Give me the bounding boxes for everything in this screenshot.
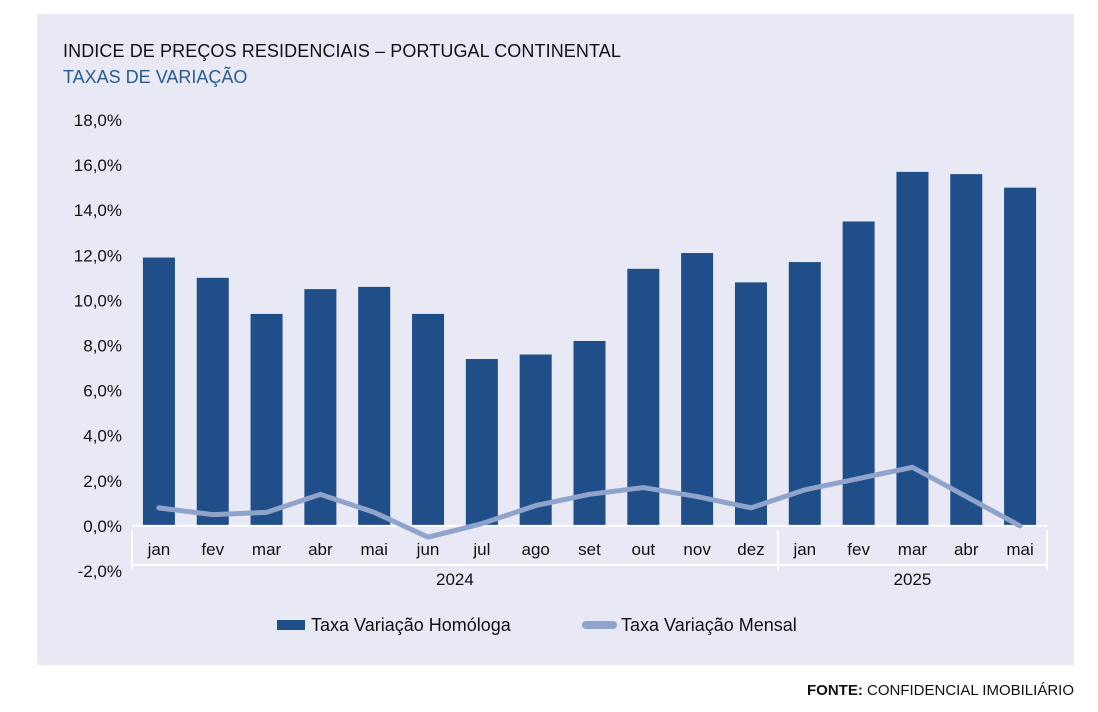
- y-tick-label: 16,0%: [74, 156, 122, 175]
- bar: [519, 354, 552, 526]
- x-tick-label: out: [632, 540, 656, 559]
- x-tick-label: ago: [521, 540, 549, 559]
- x-tick-label: jun: [416, 540, 440, 559]
- source-note: FONTE: CONFIDENCIAL IMOBILIÁRIO: [807, 682, 1074, 699]
- year-label: 2025: [894, 570, 932, 589]
- bar: [950, 174, 983, 526]
- x-tick-label: nov: [683, 540, 711, 559]
- x-tick-label: mar: [252, 540, 282, 559]
- bar: [358, 286, 391, 526]
- x-tick-label: fev: [201, 540, 224, 559]
- bar: [304, 289, 337, 526]
- bar: [681, 253, 714, 526]
- y-tick-label: 4,0%: [83, 427, 122, 446]
- x-tick-label: mar: [898, 540, 928, 559]
- source-label: FONTE:: [807, 682, 863, 699]
- chart-subtitle: TAXAS DE VARIAÇÃO: [63, 67, 248, 87]
- bar: [465, 359, 498, 526]
- legend-label-mensal: Taxa Variação Mensal: [621, 615, 797, 635]
- y-tick-label: 6,0%: [83, 382, 122, 401]
- x-tick-label: fev: [847, 540, 870, 559]
- y-tick-label: 0,0%: [83, 517, 122, 536]
- year-label: 2024: [436, 570, 474, 589]
- y-tick-label: 8,0%: [83, 337, 122, 356]
- x-tick-label: set: [578, 540, 601, 559]
- x-tick-label: mai: [361, 540, 388, 559]
- bar: [250, 313, 283, 526]
- x-tick-label: mai: [1006, 540, 1033, 559]
- bar: [734, 282, 767, 526]
- y-tick-label: -2,0%: [78, 562, 122, 581]
- x-tick-label: abr: [954, 540, 979, 559]
- bar: [196, 277, 229, 526]
- y-tick-label: 2,0%: [83, 472, 122, 491]
- legend-swatch-homologa: [277, 620, 305, 630]
- y-tick-label: 14,0%: [74, 201, 122, 220]
- bar: [412, 313, 445, 526]
- x-tick-label: jan: [147, 540, 171, 559]
- y-tick-label: 12,0%: [74, 246, 122, 265]
- bar: [788, 262, 821, 526]
- bar: [142, 257, 175, 526]
- x-tick-label: jul: [472, 540, 490, 559]
- source-text: CONFIDENCIAL IMOBILIÁRIO: [862, 682, 1074, 699]
- bar: [627, 268, 660, 526]
- x-tick-label: abr: [308, 540, 333, 559]
- chart-title: INDICE DE PREÇOS RESIDENCIAIS – PORTUGAL…: [63, 41, 621, 61]
- y-tick-label: 10,0%: [74, 291, 122, 310]
- y-tick-label: 18,0%: [74, 111, 122, 130]
- bar: [1004, 187, 1037, 526]
- x-tick-label: jan: [792, 540, 816, 559]
- legend-label-homologa: Taxa Variação Homóloga: [311, 615, 512, 635]
- x-tick-label: dez: [737, 540, 764, 559]
